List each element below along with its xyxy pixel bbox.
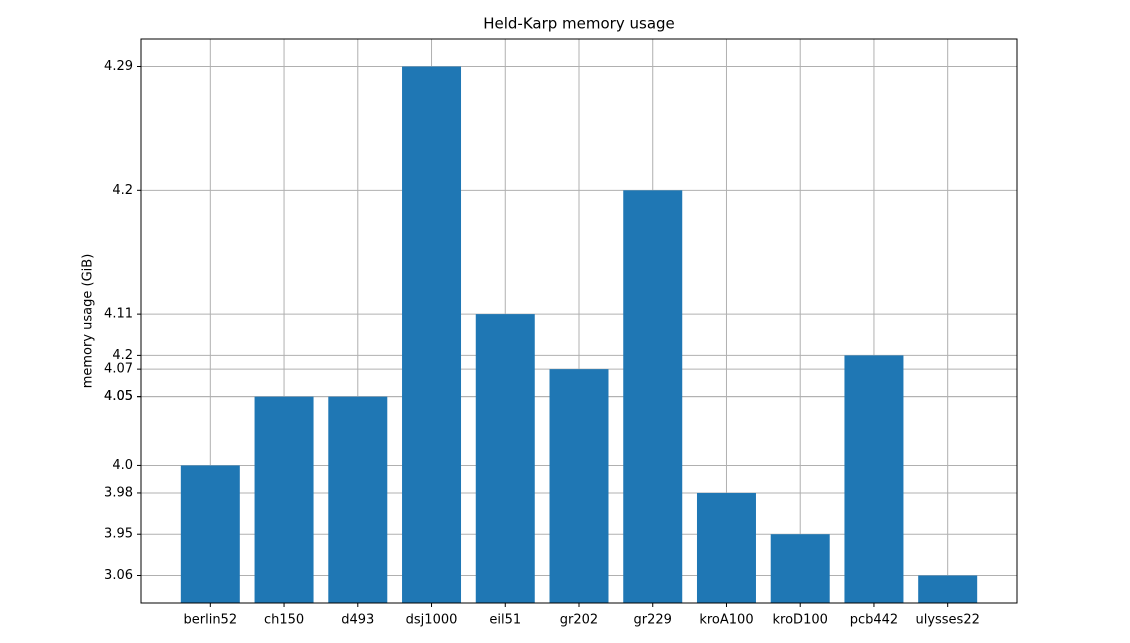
- bar: [475, 314, 535, 603]
- y-tick-label: 3.06: [104, 568, 133, 583]
- chart-title: Held-Karp memory usage: [483, 15, 675, 33]
- y-axis-label: memory usage (GiB): [81, 254, 96, 389]
- y-tick-label: 4.05: [104, 389, 133, 404]
- bar: [623, 190, 683, 603]
- bar: [770, 534, 830, 603]
- bar: [918, 575, 978, 603]
- x-tick-label: eil51: [489, 613, 521, 628]
- x-tick-label: ulysses22: [915, 613, 979, 628]
- bar: [696, 492, 756, 603]
- x-tick-label: kroA100: [699, 613, 753, 628]
- bar: [402, 66, 462, 603]
- y-tick-label: 4.11: [104, 307, 133, 322]
- bar: [844, 355, 904, 603]
- x-tick-label: kroD100: [773, 613, 828, 628]
- bar: [180, 465, 240, 603]
- y-tick-label: 4.2: [112, 348, 133, 363]
- y-tick-label: 4.0: [112, 458, 133, 473]
- plot-frame: [140, 38, 1018, 604]
- bar: [549, 369, 609, 603]
- x-tick-label: gr229: [634, 613, 672, 628]
- y-tick-label: 4.29: [104, 59, 133, 74]
- bar: [328, 396, 388, 603]
- x-tick-label: dsj1000: [406, 613, 458, 628]
- x-tick-label: ch150: [264, 613, 304, 628]
- x-tick-label: gr202: [560, 613, 598, 628]
- x-tick-label: pcb442: [850, 613, 898, 628]
- x-tick-label: d493: [341, 613, 374, 628]
- y-tick-label: 4.07: [104, 362, 133, 377]
- y-tick-label: 3.95: [104, 527, 133, 542]
- bar: [254, 396, 314, 603]
- y-tick-label: 4.05: [104, 389, 133, 404]
- x-tick-label: berlin52: [184, 613, 238, 628]
- y-tick-label: 3.98: [104, 485, 133, 500]
- y-tick-label: 4.2: [112, 183, 133, 198]
